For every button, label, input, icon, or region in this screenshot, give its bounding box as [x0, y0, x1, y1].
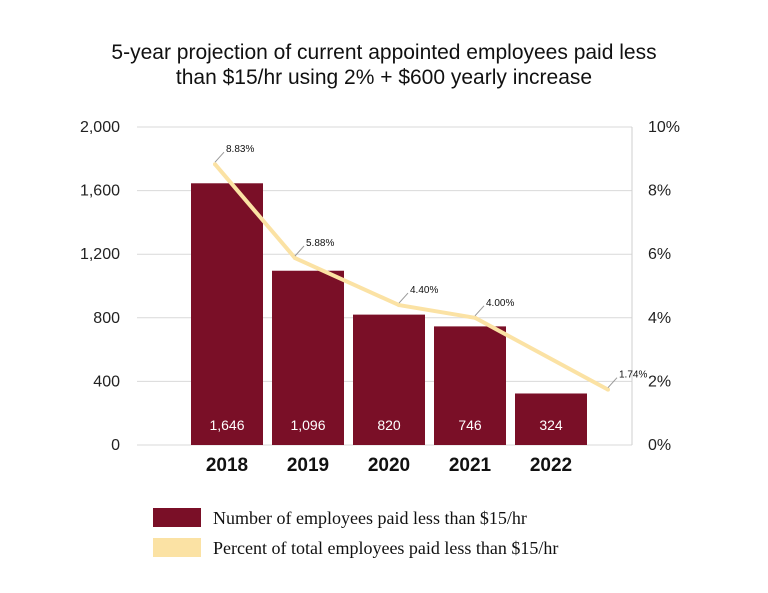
bar [191, 183, 263, 445]
x-axis-categories: 2018 2019 2020 2021 2022 [206, 455, 572, 476]
bar-series: 1,646 1,096 820 746 324 [191, 183, 587, 445]
line-label-leader [294, 245, 305, 257]
left-tick-label: 400 [93, 373, 120, 390]
chart-title: 5-year projection of current appointed e… [111, 41, 656, 89]
right-tick-label: 2% [648, 373, 671, 390]
line-value-label: 4.40% [410, 285, 438, 296]
line-point [606, 387, 610, 392]
legend-swatch-line [153, 538, 201, 557]
bar-value-label: 1,646 [209, 417, 244, 433]
line-point [473, 315, 477, 320]
category-label: 2018 [206, 455, 248, 476]
left-tick-label: 800 [93, 310, 120, 327]
line-value-label: 8.83% [226, 144, 254, 155]
percent-line-series: 8.83% 5.88% 4.40% 4.00% 1.74% [213, 144, 647, 392]
legend-label-bars: Number of employees paid less than $15/h… [213, 508, 527, 528]
bar-value-label: 324 [539, 417, 563, 433]
chart-title-line-1: 5-year projection of current appointed e… [111, 41, 656, 64]
category-label: 2020 [368, 455, 410, 476]
left-tick-label: 2,000 [80, 119, 120, 136]
right-tick-label: 10% [648, 119, 680, 136]
right-y-axis: 0% 2% 4% 6% 8% 10% [631, 119, 680, 454]
left-y-axis: 0 400 800 1,200 1,600 2,000 [80, 119, 120, 454]
bar [434, 326, 506, 445]
right-tick-label: 0% [648, 437, 671, 454]
line-point [293, 256, 297, 261]
line-label-leader [474, 305, 485, 317]
line-point [397, 303, 401, 308]
bar [353, 314, 425, 445]
right-tick-label: 4% [648, 310, 671, 327]
bar-value-label: 820 [377, 417, 401, 433]
line-value-label: 5.88% [306, 238, 334, 249]
line-value-label: 1.74% [619, 370, 647, 381]
category-label: 2021 [449, 455, 492, 476]
bar [515, 393, 587, 445]
line-label-leader [607, 377, 618, 389]
line-point [213, 162, 217, 167]
category-label: 2019 [287, 455, 329, 476]
legend-swatch-bars [153, 508, 201, 527]
bar-value-label: 746 [458, 417, 482, 433]
category-label: 2022 [530, 455, 572, 476]
left-tick-label: 1,200 [80, 246, 120, 263]
legend-label-line: Percent of total employees paid less tha… [213, 538, 558, 558]
left-tick-label: 1,600 [80, 183, 120, 200]
legend: Number of employees paid less than $15/h… [153, 508, 558, 558]
line-value-label: 4.00% [486, 298, 514, 309]
left-tick-label: 0 [111, 437, 120, 454]
right-tick-label: 6% [648, 246, 671, 263]
line-label-leader [214, 151, 225, 163]
bar-value-label: 1,096 [290, 417, 325, 433]
bar [272, 270, 344, 445]
line-label-leader [398, 292, 409, 304]
chart-title-line-2: than $15/hr using 2% + $600 yearly incre… [176, 66, 592, 89]
right-tick-label: 8% [648, 183, 671, 200]
